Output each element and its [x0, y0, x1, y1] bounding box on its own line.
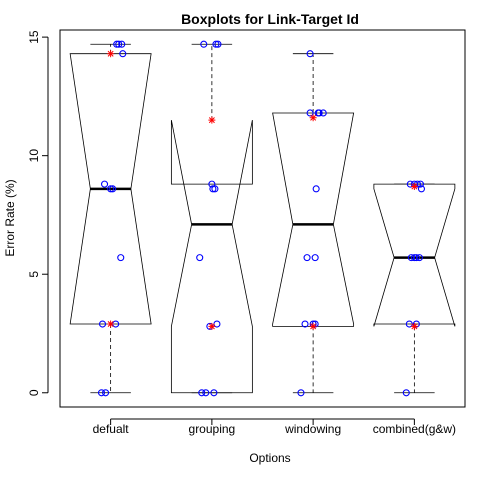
data-point	[107, 185, 115, 193]
data-point	[115, 40, 123, 48]
x-tick-label: defualt	[93, 422, 130, 436]
data-point	[297, 389, 305, 397]
y-tick-label: 15	[27, 30, 41, 44]
mean-marker	[309, 322, 317, 330]
data-point	[212, 40, 220, 48]
y-tick-label: 10	[27, 149, 41, 163]
mean-marker	[208, 116, 216, 124]
data-point	[119, 50, 127, 58]
data-point	[303, 254, 311, 262]
box-4	[373, 183, 456, 327]
x-axis: defualt grouping windowing combined(g&w)	[93, 418, 456, 436]
data-point	[311, 320, 319, 328]
data-point	[406, 180, 414, 188]
y-axis-label: Error Rate (%)	[3, 179, 17, 256]
data-point	[402, 389, 410, 397]
y-tick-label: 0	[27, 389, 41, 396]
data-point	[109, 185, 117, 193]
mean-marker	[107, 320, 115, 328]
data-point	[417, 185, 426, 193]
data-point	[306, 50, 314, 58]
mean-marker	[107, 50, 115, 58]
boxes-layer	[69, 43, 456, 394]
data-point	[97, 389, 106, 397]
x-tick-label: combined(g&w)	[373, 422, 456, 436]
data-point	[410, 254, 418, 262]
data-point	[407, 254, 415, 262]
data-point	[209, 185, 217, 193]
mean-marker	[410, 182, 418, 190]
data-point	[196, 254, 204, 262]
data-point	[412, 254, 420, 262]
y-tick-label: 5	[27, 271, 41, 278]
data-point	[311, 254, 319, 262]
data-point	[312, 185, 320, 193]
data-point	[314, 109, 322, 117]
data-point	[198, 389, 206, 397]
data-point	[301, 320, 309, 328]
data-point	[118, 40, 126, 48]
data-point	[412, 320, 420, 328]
data-point	[214, 40, 222, 48]
plot-frame	[59, 29, 466, 408]
x-tick-label: grouping	[189, 422, 236, 436]
chart-title: Boxplots for Link-Target Id	[181, 11, 359, 27]
data-point	[101, 180, 109, 188]
y-axis: 0 5 10 15	[27, 30, 49, 396]
data-point	[200, 40, 208, 48]
x-tick-label: windowing	[284, 422, 341, 436]
data-point	[319, 109, 327, 117]
box-3	[272, 112, 355, 327]
data-point	[98, 320, 107, 328]
box-2	[170, 120, 253, 394]
mean-marker	[309, 114, 317, 122]
data-point	[211, 185, 219, 193]
data-point	[117, 254, 125, 262]
points-layer	[97, 40, 426, 397]
mean-marker	[208, 322, 216, 330]
data-point	[415, 254, 423, 262]
data-point	[102, 389, 110, 397]
data-point	[210, 389, 218, 397]
mean-marker	[410, 322, 418, 330]
data-point	[306, 109, 314, 117]
data-point	[113, 40, 121, 48]
x-axis-label: Options	[249, 451, 290, 465]
data-point	[202, 389, 210, 397]
